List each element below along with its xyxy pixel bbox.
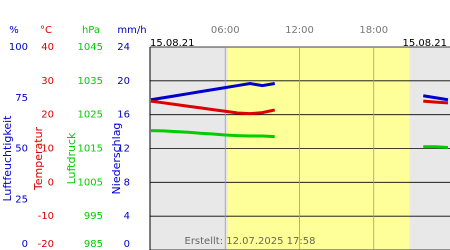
series-line [150, 82, 449, 102]
y-tick-label: 0 [22, 239, 28, 250]
y-tick-label: 20 [117, 76, 130, 87]
axis-title: Luftdruck [65, 132, 78, 184]
y-tick-label: -20 [38, 239, 54, 250]
axis-title: Niederschlag [110, 123, 123, 195]
axis-unit: % [9, 25, 19, 36]
y-tick-label: 40 [41, 42, 54, 53]
axis-unit: hPa [82, 25, 100, 36]
x-tick-label: 12:00 [285, 25, 314, 36]
y-tick-label: 1035 [78, 76, 103, 87]
y-tick-label: 1015 [78, 144, 103, 155]
y-tick-label: 0 [124, 239, 130, 250]
y-tick-label: 1005 [78, 177, 103, 188]
y-tick-label: 50 [15, 144, 28, 155]
y-tick-label: 8 [124, 177, 130, 188]
y-tick-label: 75 [15, 93, 28, 104]
y-tick-label: 20 [41, 110, 54, 121]
axis-unit: mm/h [117, 25, 146, 36]
y-tick-label: 4 [124, 211, 130, 222]
y-tick-label: 12 [117, 144, 130, 155]
y-tick-label: 25 [15, 194, 28, 205]
y-tick-label: 16 [117, 110, 130, 121]
y-tick-label: 10 [41, 144, 54, 155]
y-tick-label: 1025 [78, 110, 103, 121]
x-tick-label: 06:00 [211, 25, 240, 36]
series-line [150, 129, 449, 149]
y-tick-label: 995 [84, 211, 103, 222]
axis-title: Temperatur [32, 126, 45, 191]
y-tick-label: 30 [41, 76, 54, 87]
y-tick-label: 985 [84, 239, 103, 250]
y-tick-label: 0 [48, 177, 54, 188]
date-end: 15.08.21 [402, 38, 447, 49]
x-tick-label: 18:00 [359, 25, 388, 36]
y-tick-label: 100 [9, 42, 28, 53]
y-tick-label: -10 [38, 211, 54, 222]
axis-unit: °C [40, 25, 52, 36]
created-note: Erstellt: 12.07.2025 17:58 [185, 236, 316, 247]
date-start: 15.08.21 [150, 38, 195, 49]
y-tick-label: 1045 [78, 42, 103, 53]
y-tick-label: 24 [117, 42, 130, 53]
axis-title: Luftfeuchtigkeit [1, 115, 14, 202]
series-line [150, 99, 449, 116]
